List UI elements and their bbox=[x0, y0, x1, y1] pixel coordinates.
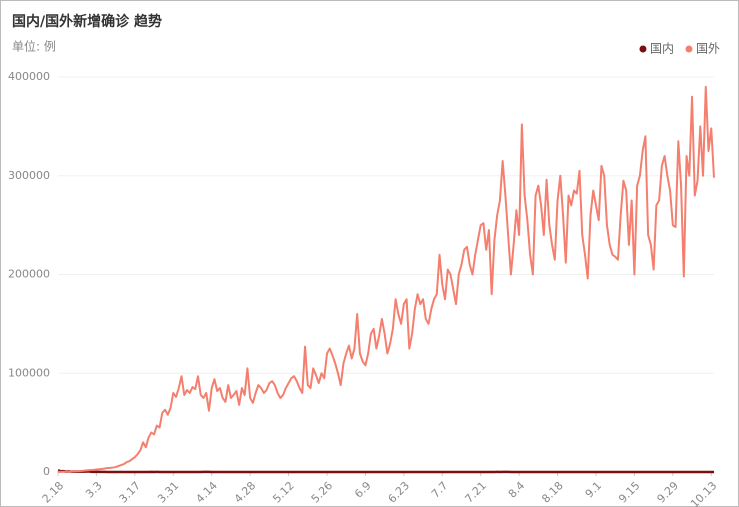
y-tick-label: 300000 bbox=[8, 169, 50, 182]
chart-subtitle: 单位: 例 bbox=[12, 39, 56, 54]
chart-title: 国内/国外新增确诊 趋势 bbox=[12, 13, 162, 30]
legend-label: 国内 bbox=[650, 42, 674, 56]
legend-marker bbox=[685, 45, 693, 53]
series-line bbox=[57, 469, 714, 474]
legend-label: 国外 bbox=[696, 42, 720, 56]
legend-marker bbox=[639, 45, 647, 53]
series-line bbox=[57, 85, 715, 473]
y-tick-label: 100000 bbox=[8, 366, 50, 379]
y-tick-label: 0 bbox=[43, 465, 50, 478]
y-tick-label: 200000 bbox=[8, 268, 50, 281]
y-tick-label: 400000 bbox=[8, 70, 50, 83]
